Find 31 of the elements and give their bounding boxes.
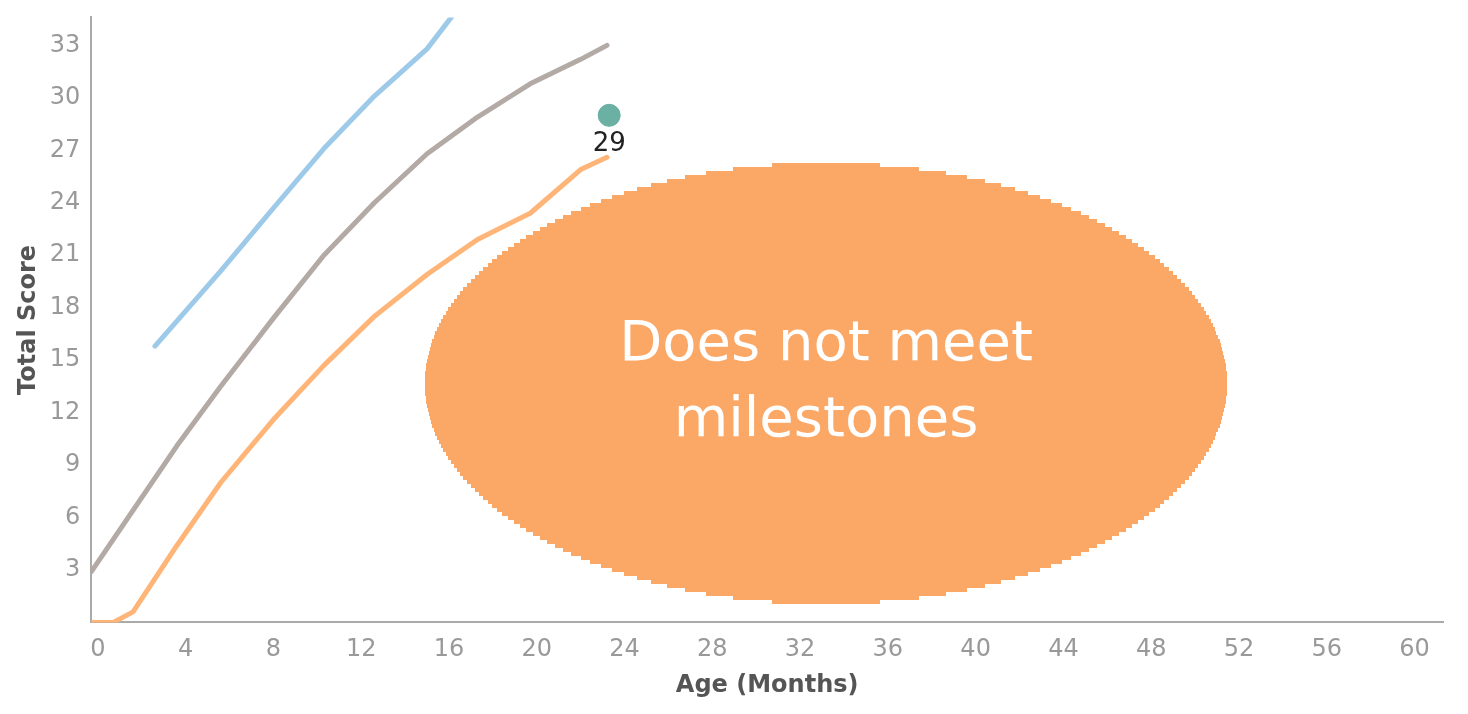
y-tick-label: 27 [49,134,81,163]
y-tick-label: 33 [49,29,81,58]
x-tick-label: 24 [609,634,640,663]
x-axis-title: Age (Months) [675,669,859,698]
y-tick-label: 6 [65,501,81,530]
y-tick-label: 30 [49,82,81,111]
data-label: 29 [592,127,626,158]
x-tick-label: 16 [433,634,465,663]
x-tick-label: 48 [1135,634,1167,663]
annotation: Does not meet milestones [618,307,1034,451]
y-tick-label: 18 [49,291,81,320]
x-tick-label: 32 [784,634,816,663]
x-tick-label: 28 [697,634,728,663]
x-tick-label: 40 [960,634,991,663]
y-axis-title: Total Score [12,244,41,395]
x-tick-label: 44 [1048,634,1079,663]
x-tick-label: 52 [1223,634,1255,663]
x-tick-label: 36 [872,634,904,663]
x-tick-label: 8 [265,634,282,663]
x-tick-label: 20 [521,634,553,663]
y-tick-label: 21 [49,239,81,268]
x-tick-label: 12 [345,634,377,663]
y-tick-label: 3 [65,554,81,583]
y-tick-label: 9 [65,449,81,478]
x-tick-label: 4 [178,634,194,663]
x-tick-label: 0 [90,634,106,663]
y-tick-label: 15 [49,344,81,373]
x-tick-label: 56 [1311,634,1342,663]
x-tick-label: 60 [1399,634,1430,663]
y-tick-label: 12 [49,396,81,425]
y-tick-label: 24 [49,186,81,215]
